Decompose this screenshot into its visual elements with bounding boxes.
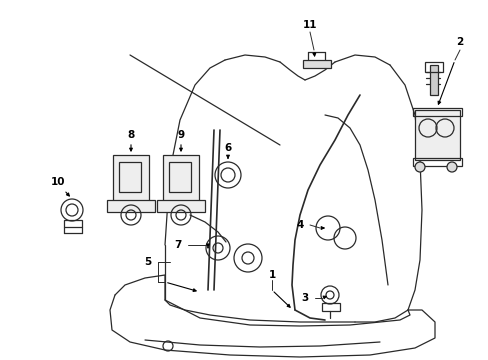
Circle shape (446, 162, 456, 172)
Bar (424, 62, 442, 72)
Bar (412, 158, 461, 166)
Bar (119, 162, 141, 192)
Text: 2: 2 (455, 37, 463, 47)
Bar (64, 220, 82, 227)
Bar (157, 200, 204, 212)
Bar (163, 155, 199, 203)
Text: 3: 3 (301, 293, 308, 303)
Bar (303, 60, 330, 68)
Bar (107, 200, 155, 212)
Text: 9: 9 (177, 130, 184, 140)
Text: 5: 5 (144, 257, 151, 267)
Text: 7: 7 (174, 240, 182, 250)
Text: 10: 10 (51, 177, 65, 187)
Bar (169, 162, 191, 192)
Bar (412, 108, 461, 116)
Text: 8: 8 (127, 130, 134, 140)
Text: 1: 1 (268, 270, 275, 280)
Bar (113, 155, 149, 203)
Bar (414, 110, 459, 160)
Bar (321, 303, 339, 311)
Text: 11: 11 (302, 20, 317, 30)
Text: 4: 4 (296, 220, 303, 230)
Bar (429, 65, 437, 95)
Circle shape (414, 162, 424, 172)
Text: 6: 6 (224, 143, 231, 153)
